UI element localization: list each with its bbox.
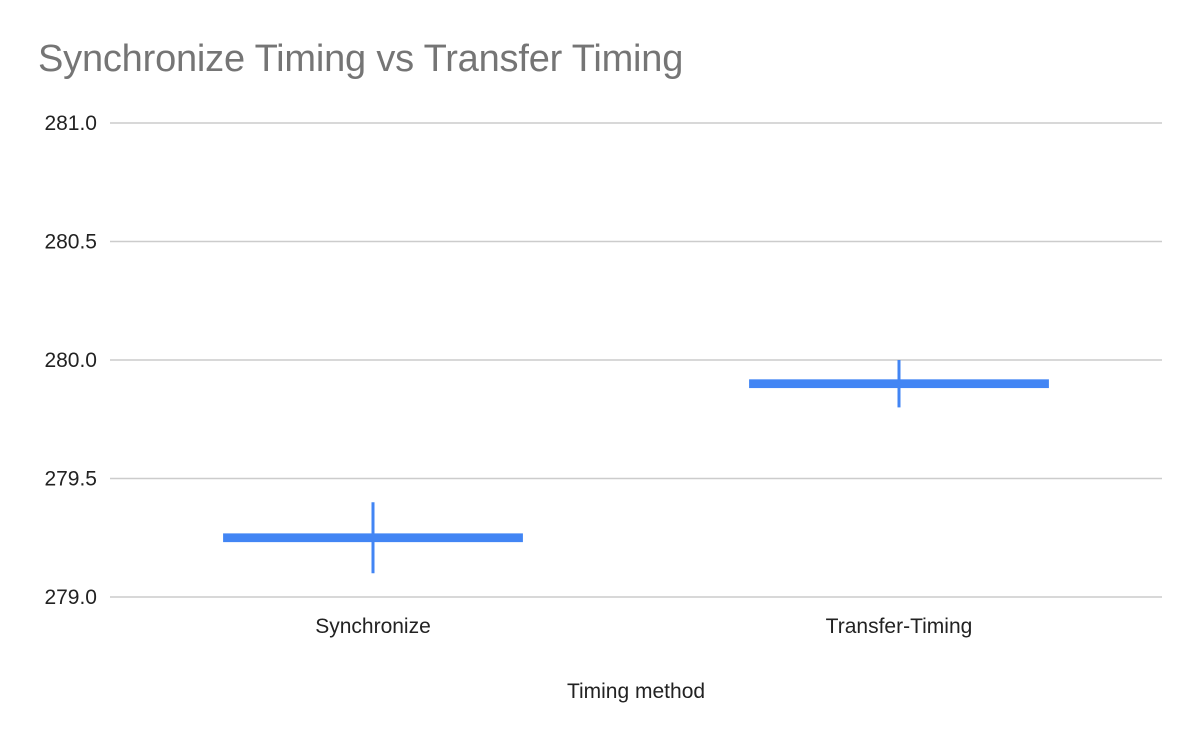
x-tick-label: Transfer-Timing (826, 615, 973, 638)
grid-layer (110, 122, 1162, 598)
y-tick-label: 280.0 (44, 349, 97, 372)
x-axis-title: Timing method (567, 680, 705, 703)
data-marks (223, 360, 1049, 574)
candle-body (223, 533, 523, 543)
x-tick-label: Synchronize (315, 615, 431, 638)
y-tick-label: 279.0 (44, 586, 97, 609)
x-axis-ticks: Synchronize Transfer-Timing (315, 615, 972, 638)
chart-title: Synchronize Timing vs Transfer Timing (38, 38, 684, 80)
candle-body (749, 379, 1049, 389)
y-tick-label: 281.0 (44, 112, 97, 135)
y-tick-label: 280.5 (44, 231, 97, 254)
y-tick-label: 279.5 (44, 468, 97, 491)
y-axis-ticks: 279.0 279.5 280.0 280.5 281.0 (44, 112, 97, 609)
